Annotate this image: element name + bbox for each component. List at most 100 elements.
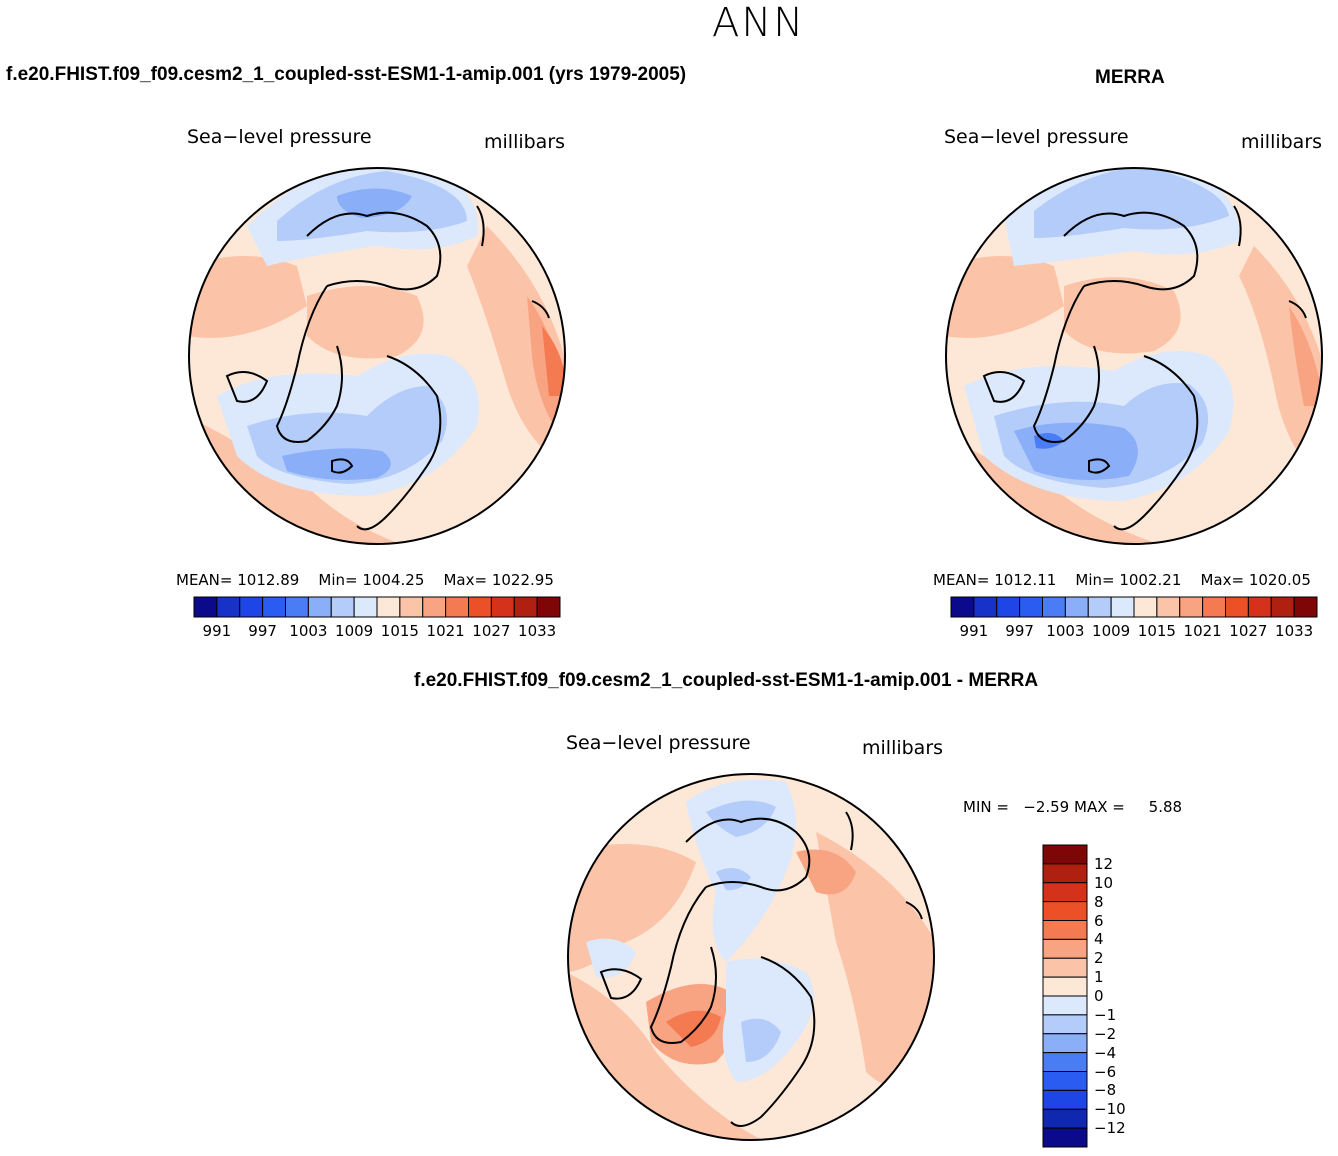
panel-model-polar-map <box>188 167 566 545</box>
panel-diff-colorbar-swatch <box>1042 844 1088 865</box>
panel-model-colorbar-tick-label: 1003 <box>289 622 328 640</box>
panel-diff-colorbar-swatch <box>1042 901 1088 921</box>
panel-model-colorbar-swatch <box>239 596 264 618</box>
panel-obs-colorbar-swatch <box>996 596 1021 618</box>
panel-obs-colorbar-swatch <box>1019 596 1043 618</box>
panel-diff-colorbar-swatch <box>1042 1071 1088 1091</box>
panel-diff-colorbar-tick-label: −6 <box>1094 1062 1117 1081</box>
panel-obs-min-value: 1002.21 <box>1119 571 1182 589</box>
panel-diff-colorbar-swatch <box>1042 976 1088 997</box>
panel-diff-colorbar-tick-label: 0 <box>1094 987 1104 1005</box>
panel-obs-colorbar-tick-label: 1021 <box>1183 622 1222 640</box>
panel-obs-min-label: Min= <box>1075 571 1115 589</box>
panel-model-colorbar-swatch <box>262 596 286 618</box>
panel-diff-colorbar-tick-label: 10 <box>1094 873 1114 892</box>
panel-diff-colorbar-tick-label: −12 <box>1094 1119 1126 1138</box>
panel-model-max-value: 1022.95 <box>491 571 554 589</box>
panel-obs-colorbar-swatch <box>1064 596 1089 618</box>
panel-model-colorbar-tick-label: 1033 <box>518 622 557 640</box>
panel-model-colorbar-swatch <box>445 596 469 618</box>
panel-model-colorbar-swatch <box>330 596 355 618</box>
panel-obs-units-label: millibars <box>1241 131 1323 153</box>
panel-model-colorbar-swatch <box>193 596 218 618</box>
panel-diff-colorbar-swatch <box>1042 995 1088 1016</box>
panel-model-colorbar-swatch <box>399 596 424 618</box>
panel-diff-colorbar-swatch <box>1042 1127 1088 1148</box>
panel-obs-colorbar-swatch <box>1133 596 1158 618</box>
panel-model-variable-label: Sea−level pressure <box>187 126 372 148</box>
panel-diff-colorbar-swatch <box>1042 1014 1088 1035</box>
panel-model-colorbar-tick-label: 997 <box>248 622 277 640</box>
panel-obs-colorbar-swatch <box>973 596 998 618</box>
panel-model-max-label: Max= <box>443 571 488 589</box>
panel-diff-units-label: millibars <box>862 737 944 759</box>
panel-obs-colorbar-swatch <box>1270 596 1295 618</box>
panel-model-colorbar-tick-label: 1021 <box>426 622 465 640</box>
panel-model-colorbar-ticks: 991 997 1003 1009 1015 1021 1027 1033 <box>194 622 560 642</box>
panel-model-mean-value: 1012.89 <box>237 571 300 589</box>
panel-diff-colorbar-swatch <box>1042 938 1088 959</box>
panel-obs-colorbar-tick-label: 991 <box>959 622 989 640</box>
panel-diff-colorbar-swatch <box>1042 1052 1088 1072</box>
panel-model-min-label: Min= <box>318 571 358 589</box>
panel-diff-min-label: MIN = <box>963 798 1009 816</box>
figure-title: ANN <box>712 0 806 46</box>
panel-diff-colorbar-swatch <box>1042 882 1088 903</box>
panel-obs-colorbar-tick-label: 997 <box>1005 622 1034 640</box>
panel-diff-colorbar-swatch <box>1042 863 1088 884</box>
panel-obs-colorbar-swatch <box>1293 596 1318 618</box>
panel-model-colorbar-tick-label: 1009 <box>335 622 374 640</box>
panel-obs-case-title: MERRA <box>1095 67 1165 88</box>
panel-obs-colorbar-swatch <box>1225 596 1249 618</box>
panel-obs-mean-label: MEAN= <box>933 571 990 589</box>
panel-diff-colorbar-swatch <box>1042 920 1088 940</box>
panel-obs-colorbar-swatch <box>1110 596 1135 618</box>
panel-obs-colorbar-swatch <box>1247 596 1272 618</box>
panel-diff-colorbar-tick-label: 2 <box>1094 949 1104 968</box>
panel-diff-colorbar-tick-label: 6 <box>1094 911 1104 930</box>
panel-diff-colorbar-tick-label: 4 <box>1094 930 1104 949</box>
panel-obs-colorbar-tick-label: 1033 <box>1275 622 1314 640</box>
panel-model-colorbar-swatch <box>536 596 561 618</box>
panel-obs-colorbar-tick-label: 1015 <box>1137 622 1176 640</box>
panel-diff-variable-label: Sea−level pressure <box>566 732 751 754</box>
panel-diff-min-value: −2.59 <box>1023 798 1070 816</box>
panel-obs-colorbar-tick-label: 1027 <box>1229 622 1268 640</box>
panel-diff-max-label: MAX = <box>1074 798 1125 816</box>
panel-model-colorbar-tick-label: 1015 <box>380 622 419 640</box>
panel-model-mean-label: MEAN= <box>176 571 233 589</box>
panel-diff-colorbar <box>1042 844 1088 1148</box>
panel-diff-colorbar-tick-label: −8 <box>1094 1081 1117 1100</box>
panel-diff-colorbar-ticks: 12 10 8 6 4 2 1 0 −1 −2 −4 −6 −8 −10 −12 <box>1094 845 1154 1147</box>
panel-obs-colorbar-swatch <box>1042 596 1066 618</box>
panel-diff-colorbar-swatch <box>1042 1108 1088 1129</box>
panel-diff-colorbar-tick-label: −1 <box>1094 1005 1117 1024</box>
panel-model-colorbar-swatch <box>376 596 401 618</box>
panel-model-colorbar-tick-label: 991 <box>202 622 232 640</box>
panel-obs-colorbar-tick-label: 1009 <box>1092 622 1131 640</box>
panel-obs-colorbar-swatch <box>1156 596 1181 618</box>
panel-diff-stats: MIN = −2.59 MAX = 5.88 <box>963 798 1182 816</box>
panel-model-colorbar-swatch <box>490 596 515 618</box>
panel-diff-colorbar-tick-label: −10 <box>1094 1100 1126 1119</box>
panel-obs-max-label: Max= <box>1200 571 1245 589</box>
panel-diff-max-value: 5.88 <box>1148 798 1183 816</box>
panel-diff-colorbar-swatch <box>1042 1033 1088 1054</box>
panel-model-colorbar <box>193 596 561 618</box>
panel-obs-max-value: 1020.05 <box>1248 571 1311 589</box>
panel-diff-colorbar-tick-label: −4 <box>1094 1043 1117 1062</box>
panel-obs-colorbar-swatch <box>1179 596 1204 618</box>
panel-obs-colorbar-swatch <box>1087 596 1112 618</box>
panel-diff-colorbar-tick-label: 12 <box>1094 854 1114 873</box>
panel-model-case-title: f.e20.FHIST.f09_f09.cesm2_1_coupled-sst-… <box>6 64 687 85</box>
panel-diff-colorbar-tick-label: −2 <box>1094 1024 1117 1043</box>
panel-model-colorbar-swatch <box>513 596 538 618</box>
panel-model-colorbar-swatch <box>468 596 492 618</box>
panel-model-min-value: 1004.25 <box>362 571 425 589</box>
panel-obs-colorbar-swatch <box>950 596 975 618</box>
panel-obs-colorbar <box>950 596 1318 618</box>
panel-diff-polar-map <box>567 773 935 1141</box>
panel-model-colorbar-tick-label: 1027 <box>472 622 511 640</box>
panel-diff-case-title: f.e20.FHIST.f09_f09.cesm2_1_coupled-sst-… <box>414 670 1039 691</box>
panel-model-colorbar-swatch <box>422 596 447 618</box>
